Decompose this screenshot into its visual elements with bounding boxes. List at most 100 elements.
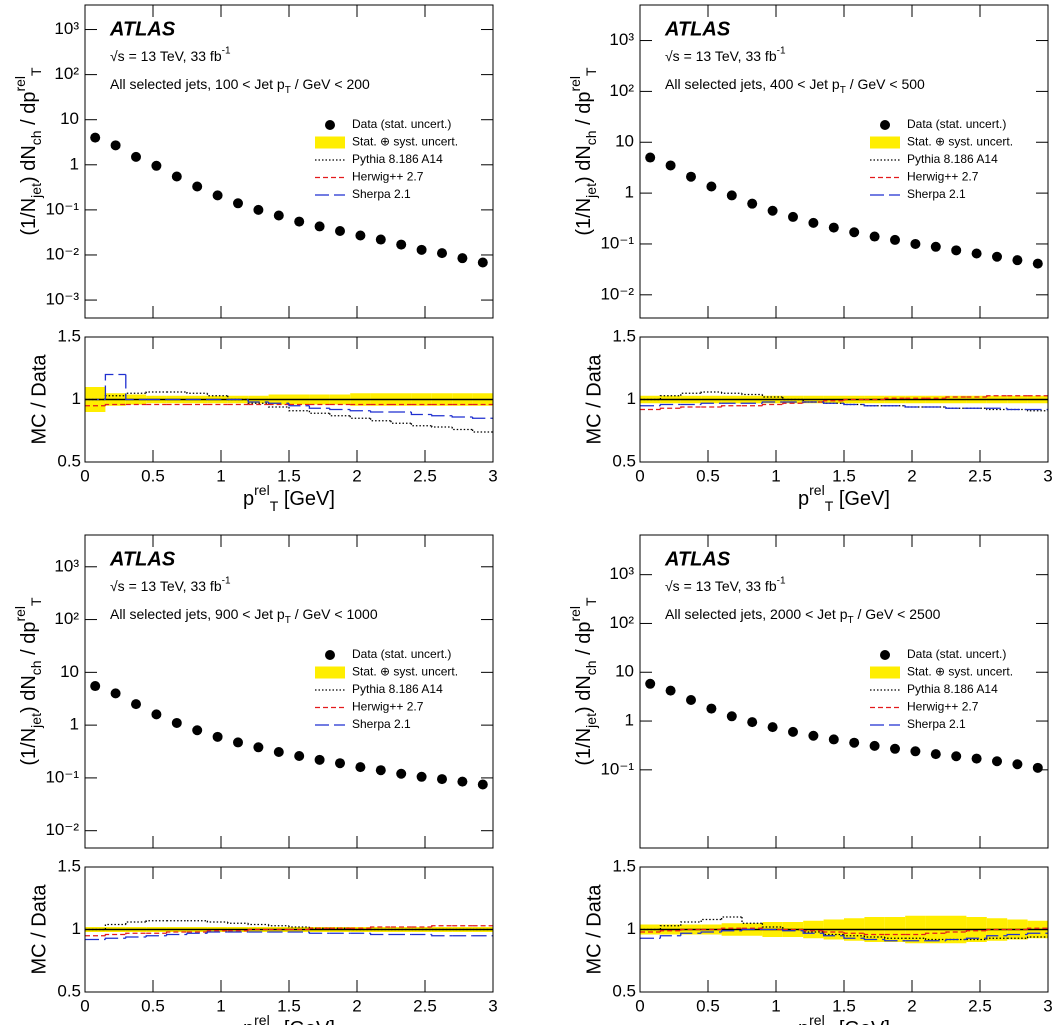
- y-axis-title-part: jet: [583, 183, 599, 199]
- x-tick-label: 2.5: [413, 466, 437, 485]
- data-point: [930, 241, 941, 252]
- selection-label-part: / GeV < 200: [291, 76, 370, 92]
- mc-ratio-step: [741, 928, 763, 931]
- mc-ratio-step: [431, 425, 453, 428]
- data-point: [747, 198, 758, 209]
- legend-marker: [880, 650, 890, 660]
- data-point: [355, 230, 366, 241]
- data-point: [665, 160, 676, 171]
- y-tick-label: 1.5: [57, 326, 81, 345]
- mc-ratio-step: [369, 418, 391, 422]
- legend-label: Sherpa 2.1: [352, 187, 411, 201]
- y-tick-label: 10²: [609, 613, 634, 632]
- y-tick-label: 10²: [609, 81, 634, 100]
- y-axis-title-part: jet: [28, 183, 44, 199]
- x-tick-label: 0.5: [696, 996, 720, 1015]
- data-point: [788, 726, 798, 737]
- y-axis-title-part: ) dN: [18, 145, 40, 183]
- x-tick-label: 0: [80, 466, 89, 485]
- mc-ratio-step: [267, 402, 289, 404]
- mc-ratio-step: [267, 924, 289, 927]
- y-axis-title-part: ) dN: [18, 675, 40, 713]
- mc-ratio-step: [165, 933, 187, 936]
- mc-ratio-step: [659, 930, 681, 932]
- y-tick-label: 1: [72, 389, 81, 408]
- mc-ratio-step: [782, 397, 804, 401]
- selection-label-part: T: [285, 615, 291, 626]
- mc-ratio-step: [802, 399, 824, 403]
- data-point: [273, 210, 284, 221]
- data-point: [951, 751, 962, 762]
- y-tick-label: 10⁻¹: [600, 233, 634, 252]
- x-axis-title-part: [GeV]: [833, 488, 890, 510]
- legend-label: Herwig++ 2.7: [907, 700, 979, 714]
- data-point: [706, 703, 717, 714]
- data-point: [645, 678, 656, 689]
- energy-label: √s = 13 TeV, 33 fb-1: [665, 45, 786, 63]
- x-axis-title-part: rel: [809, 482, 825, 498]
- x-tick-label: 2: [907, 996, 916, 1015]
- y-axis-title-part: (1/N: [573, 198, 595, 236]
- y-axis-title-part: / dp: [573, 92, 595, 131]
- data-point: [416, 244, 427, 255]
- data-point: [477, 779, 488, 790]
- legend-label: Data (stat. uncert.): [907, 647, 1006, 661]
- mc-ratio-step: [884, 397, 906, 400]
- energy-label-part: -1: [222, 575, 231, 586]
- y-axis-title-part: ch: [583, 130, 599, 145]
- x-axis-title: prelT [GeV]: [243, 1012, 335, 1025]
- data-point: [1032, 762, 1043, 773]
- mc-ratio-step: [680, 921, 702, 926]
- data-point: [869, 231, 880, 242]
- x-tick-label: 2.5: [968, 466, 992, 485]
- x-axis-title-part: [GeV]: [278, 488, 335, 510]
- mc-ratio-step: [349, 415, 371, 419]
- y-tick-label: 1.5: [612, 326, 636, 345]
- x-axis-title: prelT [GeV]: [243, 482, 335, 514]
- data-point: [1012, 255, 1023, 266]
- y-tick-label: 10⁻²: [600, 284, 634, 303]
- mc-ratio-step: [410, 412, 432, 416]
- x-tick-label: 2.5: [413, 996, 437, 1015]
- mc-ratio-step: [761, 401, 783, 404]
- experiment-label: ATLAS: [664, 18, 731, 40]
- x-tick-label: 0: [80, 996, 89, 1015]
- data-point: [110, 140, 121, 151]
- data-point: [808, 730, 819, 741]
- x-tick-label: 2.5: [968, 996, 992, 1015]
- mc-ratio-step: [431, 925, 453, 927]
- data-point: [930, 749, 941, 760]
- mc-ratio-step: [471, 417, 493, 419]
- mc-ratio-step: [986, 928, 1008, 931]
- y-tick-label: 10³: [54, 19, 79, 38]
- data-point: [808, 217, 819, 228]
- mc-ratio-step: [247, 928, 269, 931]
- y-axis-title-part: rel: [12, 76, 28, 92]
- mc-ratio-step: [451, 427, 473, 431]
- mc-ratio-step: [843, 403, 865, 406]
- x-axis-title: prelT [GeV]: [798, 482, 890, 514]
- mc-ratio-step: [720, 405, 742, 407]
- mc-ratio-step: [104, 923, 126, 930]
- data-point: [992, 756, 1002, 767]
- data-point: [849, 227, 860, 238]
- mc-ratio-step: [782, 929, 804, 932]
- legend-label: Sherpa 2.1: [907, 187, 966, 201]
- y-tick-label: 1.5: [612, 856, 636, 875]
- y-axis-title-part: (1/N: [18, 198, 40, 236]
- data-point: [726, 190, 737, 201]
- mc-ratio-step: [680, 406, 702, 409]
- y-tick-label: 10: [60, 662, 79, 681]
- y-axis-title-part: jet: [28, 713, 44, 729]
- mc-ratio-step: [288, 403, 310, 407]
- y-tick-label: 0.5: [57, 451, 81, 470]
- selection-label-part: All selected jets, 900 < Jet p: [110, 606, 285, 622]
- y-tick-label: 10³: [609, 30, 634, 49]
- mc-ratio-step: [308, 405, 330, 409]
- data-point: [314, 221, 325, 232]
- data-point: [375, 234, 386, 245]
- data-point: [788, 211, 798, 222]
- mc-ratio-step: [924, 932, 946, 935]
- mc-ratio-step: [965, 937, 987, 940]
- mc-ratio-step: [247, 399, 269, 403]
